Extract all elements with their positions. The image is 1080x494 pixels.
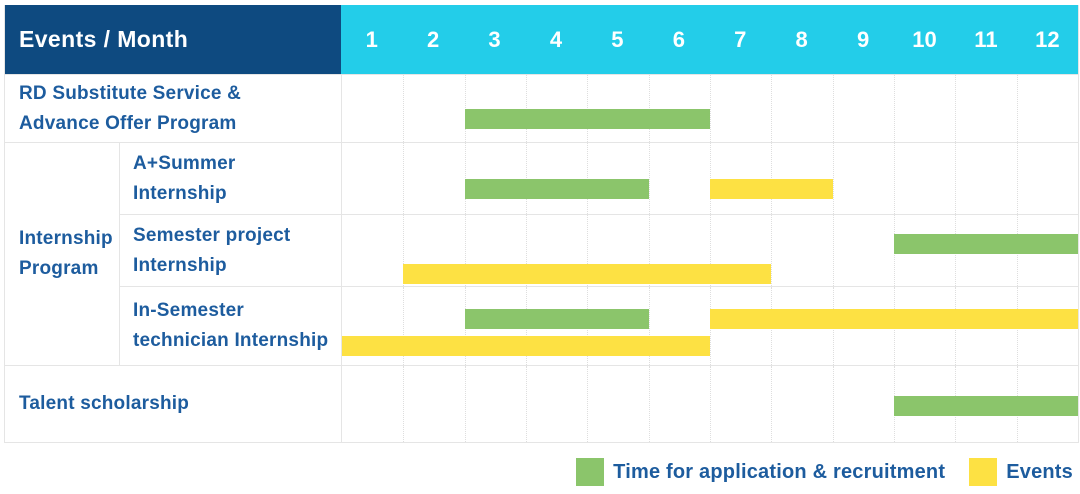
row-label-line: Semester project xyxy=(133,224,291,246)
row-label-1: RD Substitute Service & Advance Offer Pro… xyxy=(5,74,341,142)
month-header-cell-10: 10 xyxy=(912,26,937,52)
gantt-bar-application xyxy=(464,109,710,129)
row-label-3: Semester project Internship xyxy=(120,214,341,286)
month-gridline xyxy=(587,143,589,214)
legend: Time for application & recruitment Event… xyxy=(576,454,1073,490)
month-gridline xyxy=(955,75,957,142)
row-label-line: In-Semester xyxy=(133,300,244,321)
month-header-cell-12: 12 xyxy=(1035,26,1060,52)
month-gridline xyxy=(403,287,405,365)
month-gridline xyxy=(587,215,589,286)
gantt-bar-event xyxy=(403,264,772,284)
month-header-row: 1 2 3 4 5 6 7 8 9 10 11 12 xyxy=(341,5,1078,74)
row-label-4: In-Semester technician Internship xyxy=(120,286,341,365)
legend-label-event: Events xyxy=(1006,460,1073,483)
group-label-internship-program: Internship Program xyxy=(5,142,120,365)
month-gridline xyxy=(1016,75,1018,142)
month-gridline xyxy=(1016,143,1018,214)
row-label-2: A+Summer Internship xyxy=(120,142,341,214)
legend-item-event: Events xyxy=(969,458,1073,486)
month-gridline xyxy=(771,75,773,142)
month-header-cell-6: 6 xyxy=(672,26,685,52)
month-gridline xyxy=(648,215,650,286)
month-header-cell-7: 7 xyxy=(734,26,747,52)
month-gridline xyxy=(710,215,711,286)
month-gridline xyxy=(587,366,589,442)
month-gridline xyxy=(648,143,650,214)
gantt-bar-event xyxy=(710,309,1078,329)
row-label-line: A+Summer xyxy=(133,152,236,174)
month-gridline xyxy=(648,75,650,142)
row-label-line: RD Substitute Service & xyxy=(19,82,242,104)
month-gridline xyxy=(464,366,466,442)
month-gridline xyxy=(587,75,589,142)
month-gridline xyxy=(403,366,405,442)
month-header-cell-2: 2 xyxy=(427,26,440,52)
application-color-swatch xyxy=(576,458,605,486)
gantt-bar-application xyxy=(894,396,1078,416)
month-gridline xyxy=(894,75,895,142)
chart-row-2 xyxy=(341,142,1078,214)
gantt-bar-event xyxy=(710,179,833,199)
row-label-line: technician Internship xyxy=(133,330,329,351)
month-gridline xyxy=(526,143,527,214)
month-header-cell-9: 9 xyxy=(856,26,870,52)
gantt-bar-application xyxy=(464,179,649,199)
month-gridline xyxy=(403,75,405,142)
month-header-cell-11: 11 xyxy=(974,26,998,52)
row-label-line: Internship xyxy=(133,254,227,276)
month-gridline xyxy=(403,215,405,286)
gantt-bar-application xyxy=(464,309,649,329)
month-gridline xyxy=(710,75,711,142)
month-gridline xyxy=(464,75,466,142)
gantt-bar-application xyxy=(894,234,1078,254)
month-header-cell-1: 1 xyxy=(365,26,378,52)
month-gridline xyxy=(894,143,895,214)
row-label-5: Talent scholarship xyxy=(5,365,341,442)
month-gridline xyxy=(710,143,711,214)
group-label-line: Program xyxy=(19,258,99,279)
month-gridline xyxy=(832,366,834,442)
month-header-cell-3: 3 xyxy=(488,26,501,52)
month-gridline xyxy=(648,366,650,442)
legend-item-application: Time for application & recruitment xyxy=(576,458,945,486)
row-label-line: Advance Offer Program xyxy=(19,112,237,134)
month-gridline xyxy=(771,143,773,214)
month-gridline xyxy=(832,215,834,286)
group-label-line: Internship xyxy=(19,228,113,249)
month-gridline xyxy=(648,287,650,365)
month-gridline xyxy=(526,215,527,286)
month-gridline xyxy=(403,143,405,214)
row-label-line: Talent scholarship xyxy=(19,393,190,414)
chart-row-5 xyxy=(341,365,1078,442)
month-header-cell-8: 8 xyxy=(795,26,808,52)
month-header-cell-5: 5 xyxy=(611,26,624,52)
chart-row-4 xyxy=(341,286,1078,365)
month-gridline xyxy=(526,75,527,142)
month-gridline xyxy=(464,215,466,286)
event-color-swatch xyxy=(969,458,998,486)
events-month-table: Events / Month 1 2 3 4 5 6 7 8 9 10 11 12 RD Substi… xyxy=(4,5,1079,443)
row-label-line: Internship xyxy=(133,182,227,204)
gantt-bar-event xyxy=(342,336,710,356)
chart-row-1 xyxy=(341,74,1078,142)
month-header-cell-4: 4 xyxy=(549,26,563,52)
chart-row-3 xyxy=(341,214,1078,286)
legend-label-application: Time for application & recruitment xyxy=(613,460,946,483)
month-gridline xyxy=(710,366,711,442)
month-gridline xyxy=(771,366,773,442)
corner-header: Events / Month xyxy=(5,5,341,74)
month-gridline xyxy=(464,143,466,214)
month-gridline xyxy=(832,75,834,142)
month-gridline xyxy=(955,143,957,214)
month-gridline xyxy=(832,143,834,214)
month-gridline xyxy=(526,366,527,442)
month-gridline xyxy=(771,215,773,286)
